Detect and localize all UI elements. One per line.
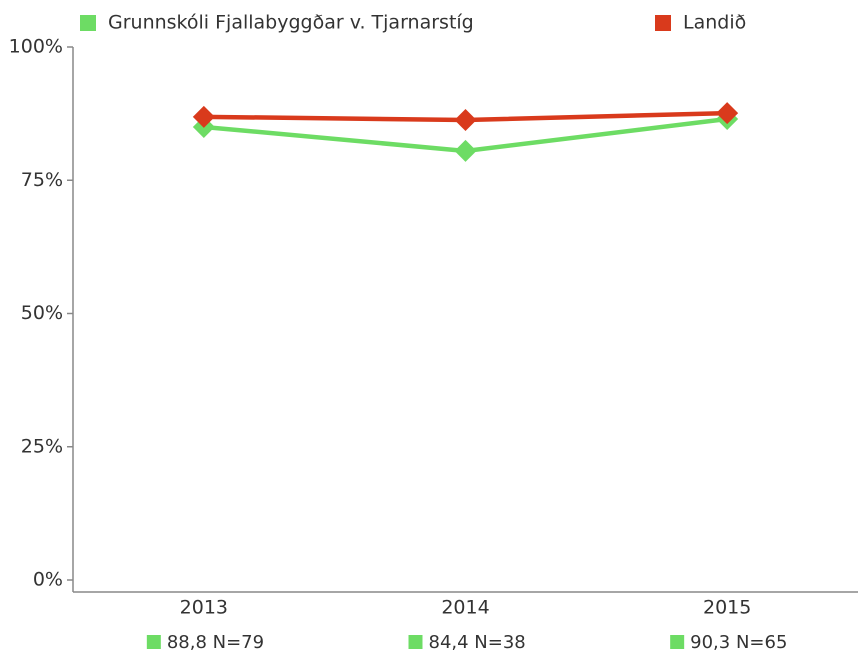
y-tick-label: 25% (21, 435, 63, 457)
annotation-swatch (408, 635, 423, 649)
x-tick-label: 2013 (180, 597, 228, 619)
y-tick-label: 75% (21, 169, 63, 191)
point-marker (454, 139, 477, 162)
legend-label: Grunnskóli Fjallabyggðar v. Tjarnarstíg (108, 12, 474, 34)
point-marker (192, 105, 215, 128)
legend-swatch (655, 15, 671, 31)
annotation: 84,4 N=38 (429, 632, 526, 653)
annotation: 90,3 N=65 (690, 632, 787, 653)
y-tick-label: 50% (21, 302, 63, 324)
legend-swatch (80, 15, 96, 31)
x-tick-label: 2015 (703, 597, 751, 619)
point-marker (716, 102, 739, 125)
annotation-swatch (146, 635, 161, 649)
y-tick-label: 0% (33, 569, 63, 591)
y-tick-label: 100% (9, 36, 63, 58)
legend-label: Landið (683, 12, 746, 34)
point-marker (454, 109, 477, 132)
annotation-swatch (670, 635, 685, 649)
annotation: 88,8 N=79 (167, 632, 264, 653)
x-tick-label: 2014 (441, 597, 489, 619)
